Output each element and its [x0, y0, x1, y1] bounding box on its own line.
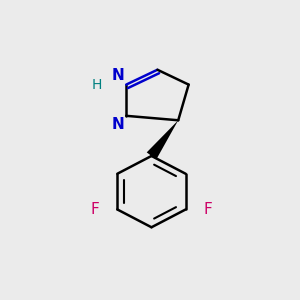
Text: N: N — [112, 117, 125, 132]
Text: N: N — [112, 68, 125, 83]
Text: F: F — [203, 202, 212, 217]
Text: H: H — [92, 78, 102, 92]
Polygon shape — [147, 120, 178, 160]
Text: F: F — [91, 202, 100, 217]
